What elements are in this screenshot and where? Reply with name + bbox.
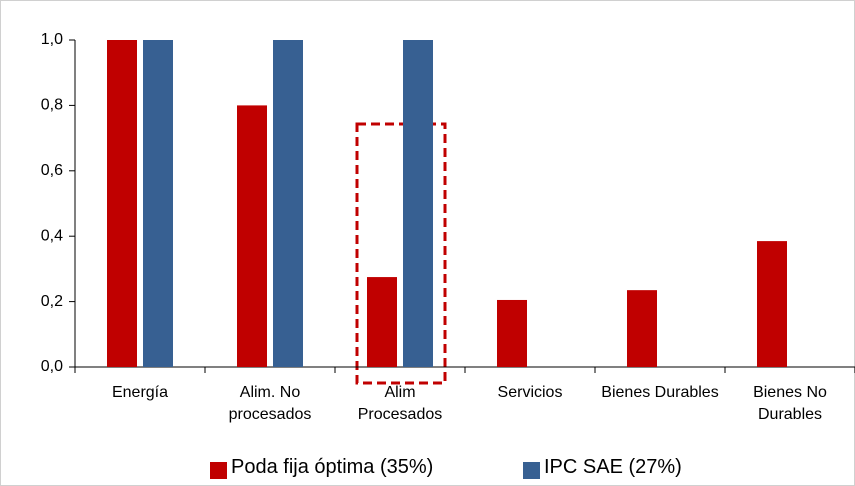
y-tick-label: 0,0 bbox=[41, 358, 63, 375]
x-tick-label: Alim Procesados bbox=[357, 384, 443, 423]
bar bbox=[367, 277, 397, 367]
x-tick-label: Bienes No Durables bbox=[753, 384, 827, 423]
bar bbox=[627, 290, 657, 367]
bar bbox=[107, 40, 137, 367]
bar bbox=[497, 299, 527, 367]
legend-swatch bbox=[523, 462, 540, 479]
bar bbox=[403, 40, 433, 367]
y-tick-label: 0,8 bbox=[41, 97, 63, 114]
bar bbox=[757, 241, 787, 367]
y-tick-label: 0,6 bbox=[41, 162, 63, 179]
bar bbox=[237, 105, 267, 368]
y-tick-label: 0,2 bbox=[41, 293, 63, 310]
highlight-box bbox=[355, 122, 447, 385]
x-tick-label: Servicios bbox=[497, 384, 563, 401]
y-tick-label: 0,4 bbox=[41, 227, 63, 244]
legend-swatch bbox=[210, 462, 227, 479]
y-tick-label: 1,0 bbox=[41, 31, 63, 48]
legend-label: Poda fija óptima (35%) bbox=[231, 456, 434, 478]
x-tick-label: Energía bbox=[111, 384, 169, 401]
x-tick-label: Alim. No procesados bbox=[228, 384, 312, 423]
x-tick-label: Bienes Durables bbox=[601, 384, 719, 401]
bar bbox=[273, 40, 303, 367]
legend-label: IPC SAE (27%) bbox=[544, 456, 682, 478]
bar bbox=[143, 40, 173, 367]
